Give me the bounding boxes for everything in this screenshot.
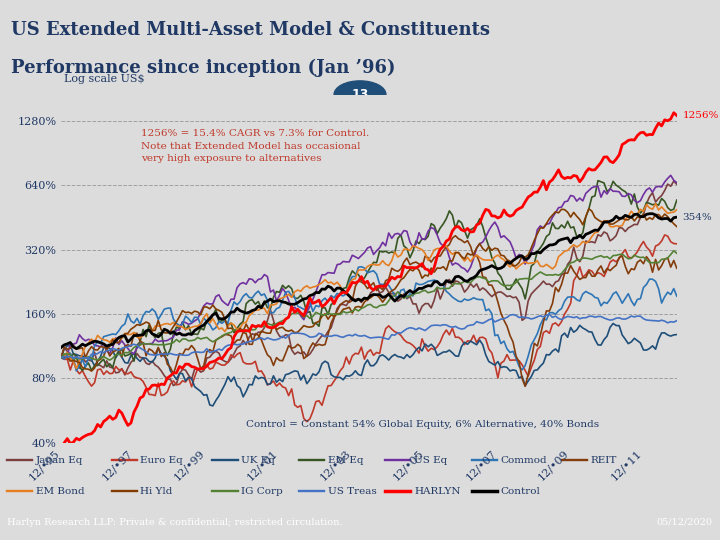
Text: Control: Control: [500, 487, 540, 496]
Text: EM Bond: EM Bond: [36, 487, 85, 496]
Text: 1256%: 1256%: [683, 111, 719, 120]
Text: 1256% = 15.4% CAGR vs 7.3% for Control.
Note that Extended Model has occasional
: 1256% = 15.4% CAGR vs 7.3% for Control. …: [141, 129, 369, 163]
Text: Commod: Commod: [500, 456, 547, 465]
Text: Performance since inception (Jan ’96): Performance since inception (Jan ’96): [11, 58, 395, 77]
Text: US Extended Multi-Asset Model & Constituents: US Extended Multi-Asset Model & Constitu…: [11, 21, 490, 39]
Text: IG Corp: IG Corp: [241, 487, 283, 496]
Text: 13: 13: [351, 88, 369, 101]
Text: HARLYN: HARLYN: [414, 487, 461, 496]
Text: 05/12/2020: 05/12/2020: [657, 518, 713, 527]
Text: Harlyn Research LLP: Private & confidential; restricted circulation.: Harlyn Research LLP: Private & confident…: [7, 518, 343, 527]
Text: Control = Constant 54% Global Equity, 6% Alternative, 40% Bonds: Control = Constant 54% Global Equity, 6%…: [246, 420, 599, 429]
Circle shape: [334, 81, 386, 108]
Text: US Treas: US Treas: [328, 487, 377, 496]
Text: Hi Yld: Hi Yld: [140, 487, 173, 496]
Text: Log scale US$: Log scale US$: [64, 74, 145, 84]
Text: REIT: REIT: [590, 456, 617, 465]
Text: UK Eq: UK Eq: [241, 456, 275, 465]
Text: 354%: 354%: [683, 213, 712, 221]
Text: Euro Eq: Euro Eq: [140, 456, 183, 465]
Text: Japan Eq: Japan Eq: [36, 456, 84, 465]
Text: US Eq: US Eq: [414, 456, 447, 465]
Text: EM Eq: EM Eq: [328, 456, 363, 465]
